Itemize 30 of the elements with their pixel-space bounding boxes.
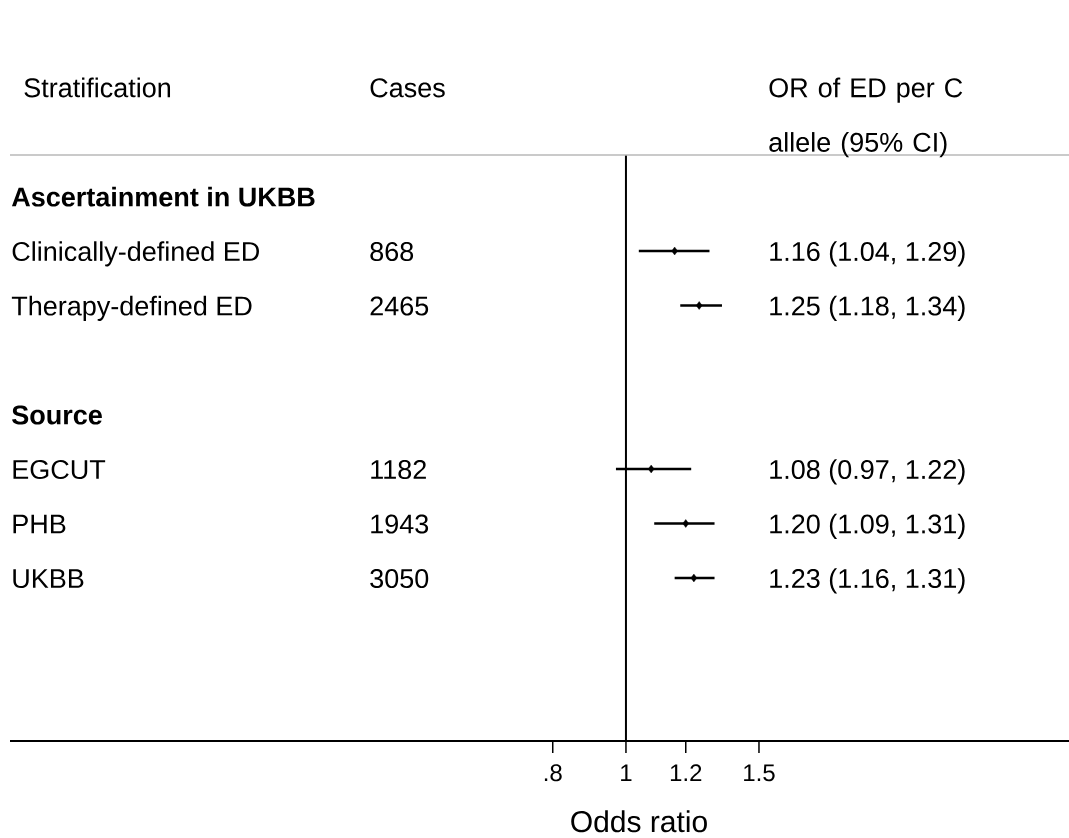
y-tick-label: Source bbox=[12, 405, 102, 425]
x-tick-label: 1.2 bbox=[670, 764, 702, 781]
y-tick-label: EGCUT bbox=[13, 459, 106, 480]
x-axis-title: Odds ratio bbox=[571, 810, 707, 833]
y-tick-label: Ascertainment in UKBB bbox=[11, 186, 315, 207]
x-tick-label: 1.5 bbox=[744, 764, 775, 782]
y-tick-label: Clinically-defined ED bbox=[12, 241, 259, 267]
point bbox=[690, 573, 698, 583]
annotation: 1182 bbox=[371, 459, 426, 480]
x-tick-label: .8 bbox=[544, 764, 562, 782]
point bbox=[671, 246, 678, 256]
annotation: 868 bbox=[370, 241, 414, 262]
point bbox=[695, 301, 703, 310]
y-tick-label: UKBB bbox=[13, 569, 84, 589]
text: Cases bbox=[370, 78, 445, 98]
y-tick-label: Therapy-defined ED bbox=[11, 295, 252, 321]
annotation: 1.25 (1.18, 1.34) bbox=[770, 295, 965, 321]
x-tick-label: 1 bbox=[621, 764, 632, 781]
annotation: 1.16 (1.04, 1.29) bbox=[770, 241, 965, 267]
annotation: 1.23 (1.16, 1.31) bbox=[770, 568, 965, 594]
text: OR of ED per C allele (95% CI) bbox=[769, 77, 963, 158]
annotation: 1.08 (0.97, 1.22) bbox=[770, 459, 965, 485]
point bbox=[682, 519, 689, 528]
annotation: 1.20 (1.09, 1.31) bbox=[770, 513, 965, 539]
y-tick-label: PHB bbox=[13, 514, 66, 534]
y-axis-title: Stratification bbox=[24, 77, 171, 98]
point bbox=[648, 464, 655, 474]
annotation: 3050 bbox=[370, 568, 429, 589]
annotation: 1943 bbox=[371, 514, 429, 534]
annotation: 2465 bbox=[370, 296, 429, 316]
